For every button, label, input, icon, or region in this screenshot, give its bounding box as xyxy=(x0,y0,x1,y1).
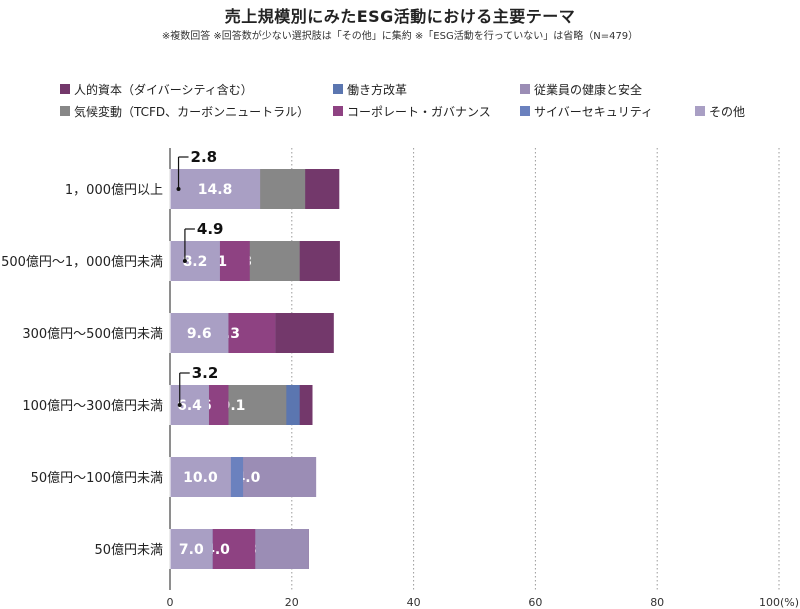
category-label-2: 300億円～500億円未満 xyxy=(22,326,163,342)
legend-swatch-2 xyxy=(520,84,530,94)
x-tick-label-5: 100(%) xyxy=(759,596,799,609)
legend-swatch-0 xyxy=(60,84,70,94)
x-tick-label-1: 20 xyxy=(285,596,299,609)
callout-label-r1: 4.9 xyxy=(197,220,224,238)
legend-label-0: 人的資本（ダイバーシティ含む） xyxy=(74,82,253,97)
legend-label-3: 気候変動（TCFD、カーボンニュートラル） xyxy=(74,104,309,119)
legend-swatch-5 xyxy=(520,106,530,116)
y-axis: 1，000億円以上 500億円～1，000億円未満 300億円～500億円未満 100… xyxy=(1,182,163,558)
bar-segment-r4-s6 xyxy=(170,457,231,497)
category-label-3: 100億円～300億円未満 xyxy=(22,398,163,414)
x-tick-label-4: 80 xyxy=(650,596,664,609)
legend-label-1: 働き方改革 xyxy=(347,82,407,97)
x-tick-label-0: 0 xyxy=(167,596,174,609)
x-tick-label-3: 60 xyxy=(528,596,542,609)
bar-segment-r5-s6 xyxy=(170,529,213,569)
x-tick-label-2: 40 xyxy=(407,596,421,609)
bars: 27.812.07.422.213.014.827.914.89.821.313… xyxy=(169,148,340,569)
legend-label-2: 従業員の健康と安全 xyxy=(534,82,642,97)
bar-segment-r3-s6 xyxy=(170,385,209,425)
value-label-r4-s6: 10.0 xyxy=(183,470,218,486)
bar-segment-r0-s6 xyxy=(170,169,261,209)
value-label-r0-s6: 14.8 xyxy=(198,182,233,198)
category-label-1: 500億円～1，000億円未満 xyxy=(1,254,163,270)
legend-swatch-3 xyxy=(60,106,70,116)
x-axis: 0 20 40 60 80 100(%) xyxy=(167,596,800,609)
legend-label-5: サイバーセキュリティ xyxy=(534,105,653,119)
legend-swatch-4 xyxy=(333,106,343,116)
chart-note: ※複数回答 ※回答数が少ない選択肢は「その他」に集約 ※「ESG活動を行っていな… xyxy=(161,31,639,42)
legend-label-4: コーポレート・ガバナンス xyxy=(347,105,491,119)
value-label-r3-s6: 6.4 xyxy=(177,398,202,414)
callout-label-r0: 2.8 xyxy=(191,148,218,166)
value-label-r1-s6: 8.2 xyxy=(183,254,208,270)
bar-segment-r2-s6 xyxy=(170,313,229,353)
category-label-4: 50億円～100億円未満 xyxy=(31,470,163,486)
legend: 人的資本（ダイバーシティ含む） 働き方改革 従業員の健康と安全気候変動（TCFD、カ… xyxy=(60,82,745,119)
value-label-r2-s6: 9.6 xyxy=(187,326,212,342)
gridlines xyxy=(169,148,780,590)
category-label-5: 50億円未満 xyxy=(94,542,163,558)
legend-label-6: その他 xyxy=(709,105,745,119)
callout-label-r3: 3.2 xyxy=(192,364,219,382)
chart-title: 売上規模別にみたESG活動における主要テーマ xyxy=(224,7,576,26)
legend-swatch-1 xyxy=(333,84,343,94)
category-label-0: 1，000億円以上 xyxy=(65,182,163,198)
legend-swatch-6 xyxy=(695,106,705,116)
value-label-r5-s6: 7.0 xyxy=(179,542,204,558)
bar-segment-r1-s6 xyxy=(170,241,220,281)
